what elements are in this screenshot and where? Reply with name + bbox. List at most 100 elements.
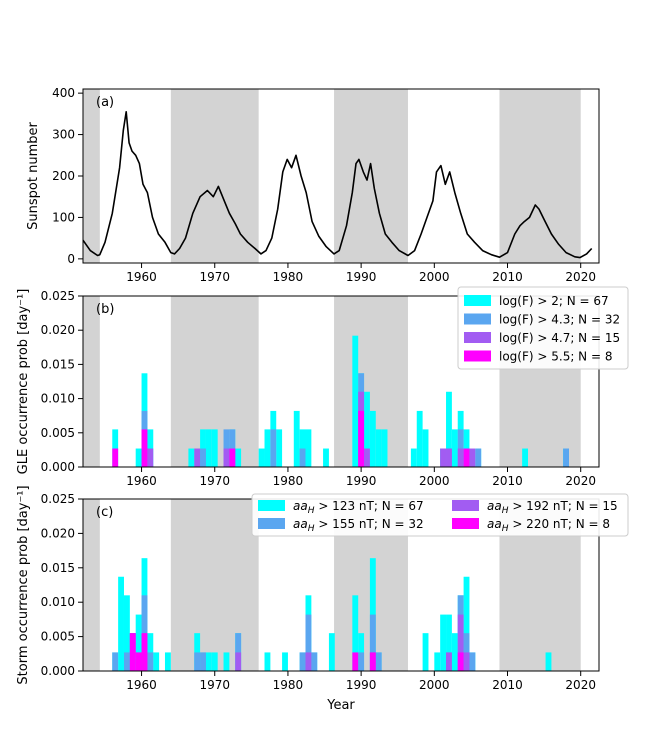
- bar-series0-21: [352, 595, 359, 671]
- sunspot-line: [82, 111, 593, 259]
- bar-series2-5: [364, 448, 370, 467]
- bar-series3-1: [141, 429, 148, 467]
- x-tick-label: 1970: [199, 270, 230, 284]
- bar-series0-29: [451, 633, 458, 671]
- bar-series0-15: [264, 652, 271, 671]
- bar-series1-6: [194, 652, 201, 671]
- bar-series2-2: [223, 448, 230, 467]
- shaded-interval-0: [83, 499, 100, 671]
- legend-text: > 192 nT; N = 15: [509, 499, 618, 513]
- bar-series1-11: [563, 448, 569, 467]
- bar-series0-8: [211, 429, 218, 467]
- bar-series2-1: [194, 448, 201, 467]
- bar-series0-12: [258, 448, 265, 467]
- bar-series0-26: [410, 448, 417, 467]
- axes-frame: [82, 295, 600, 468]
- legend-label: aaH > 123 nT; N = 67: [293, 499, 424, 516]
- bar-series2-7: [446, 448, 452, 467]
- bar-series0-23: [369, 410, 376, 467]
- bar-series0-35: [522, 448, 529, 467]
- x-tick-label: 2010: [492, 678, 523, 692]
- legend-symbol: aa: [487, 517, 502, 531]
- bar-series0-20: [352, 335, 359, 467]
- y-tick-label: 0.000: [41, 460, 75, 474]
- shaded-interval-0: [83, 296, 100, 467]
- bar-series2-0: [147, 448, 154, 467]
- bar-series0-7: [153, 652, 160, 671]
- bar-series1-5: [299, 448, 306, 467]
- bar-series1-1: [200, 448, 206, 467]
- legend-subscript: H: [308, 506, 315, 516]
- bar-series0-33: [463, 429, 470, 467]
- y-tick-label: 0: [67, 252, 75, 266]
- bar-series0-3: [147, 429, 154, 467]
- bar-series3-0: [129, 633, 136, 671]
- bar-series3-2: [229, 448, 236, 467]
- x-tick-label: 1980: [273, 678, 304, 692]
- y-axis-label: Sunspot number: [26, 122, 41, 230]
- bar-series1-1: [123, 652, 130, 671]
- bar-series2-3: [305, 652, 312, 671]
- legend-text: > 155 nT; N = 32: [315, 517, 424, 531]
- x-tick-label: 1980: [273, 270, 304, 284]
- bar-series1-0: [112, 652, 119, 671]
- bar-series0-31: [451, 429, 458, 467]
- bar-series0-4: [188, 448, 195, 467]
- bar-series0-28: [422, 429, 429, 467]
- x-tick-label: 2020: [565, 270, 596, 284]
- x-tick-label: 1990: [346, 270, 377, 284]
- bar-series0-9: [194, 633, 201, 671]
- panel-label: (a): [96, 95, 114, 110]
- bar-series1-3: [229, 429, 236, 467]
- y-tick-label: 0.015: [41, 357, 75, 371]
- panel-a-sunspot-number: 1960 1970 1980 1990 2000 2010 2020 0 100 200 300 40…: [26, 86, 600, 284]
- bar-series2-6: [457, 614, 464, 671]
- bar-series1-13: [369, 614, 376, 671]
- bar-series3-0: [112, 448, 119, 467]
- bar-series1-5: [147, 652, 154, 671]
- bar-series1-2: [223, 429, 230, 467]
- bar-series0-6: [147, 633, 154, 671]
- legend-swatch: [464, 313, 491, 325]
- legend-text: > 123 nT; N = 67: [315, 499, 424, 513]
- y-tick-label: 300: [52, 128, 75, 142]
- bar-series1-4: [270, 429, 277, 467]
- legend-label: aaH > 192 nT; N = 15: [487, 499, 618, 516]
- x-tick-label: 1960: [126, 474, 157, 488]
- bar-series1-12: [358, 652, 365, 671]
- y-tick-label: 0.005: [41, 630, 75, 644]
- legend-box: [457, 286, 629, 370]
- bar-series0-12: [211, 652, 218, 671]
- legend-swatch: [258, 518, 285, 529]
- panel-b-gle-occurrence: 1960 1970 1980 1990 2000 2010 2020 0.000 0.005 0.…: [16, 286, 629, 488]
- x-tick-label: 2010: [492, 474, 523, 488]
- bar-series0-17: [299, 429, 306, 467]
- bar-series0-11: [205, 652, 212, 671]
- bar-series3-4: [369, 652, 376, 671]
- bar-series2-8: [457, 448, 464, 467]
- legend-label: log(F) > 4.3; N = 32: [499, 313, 620, 327]
- bar-series0-0: [112, 429, 119, 467]
- bar-series0-2: [123, 595, 130, 671]
- y-axis-label: Storm occurrence prob [day⁻¹]: [16, 485, 31, 684]
- legend-swatch: [258, 500, 285, 511]
- x-tick-label: 1960: [126, 678, 157, 692]
- bar-series0-4: [135, 614, 142, 671]
- bar-series0-16: [293, 410, 300, 467]
- bar-series0-27: [440, 614, 447, 671]
- bar-series2-6: [440, 448, 447, 467]
- x-tick-label: 2000: [419, 270, 450, 284]
- x-tick-label: 2020: [565, 474, 596, 488]
- y-tick-label: 200: [52, 169, 75, 183]
- panel-label: (b): [96, 302, 114, 317]
- bar-series0-13: [264, 429, 271, 467]
- bar-series0-31: [463, 576, 470, 671]
- bar-series0-8: [164, 652, 171, 671]
- panel-label: (c): [96, 505, 113, 520]
- legend-subscript: H: [502, 506, 509, 516]
- bar-series0-7: [205, 429, 212, 467]
- y-tick-label: 0.010: [41, 595, 75, 609]
- bar-series3-3: [352, 652, 359, 671]
- y-tick-label: 0.020: [41, 323, 75, 337]
